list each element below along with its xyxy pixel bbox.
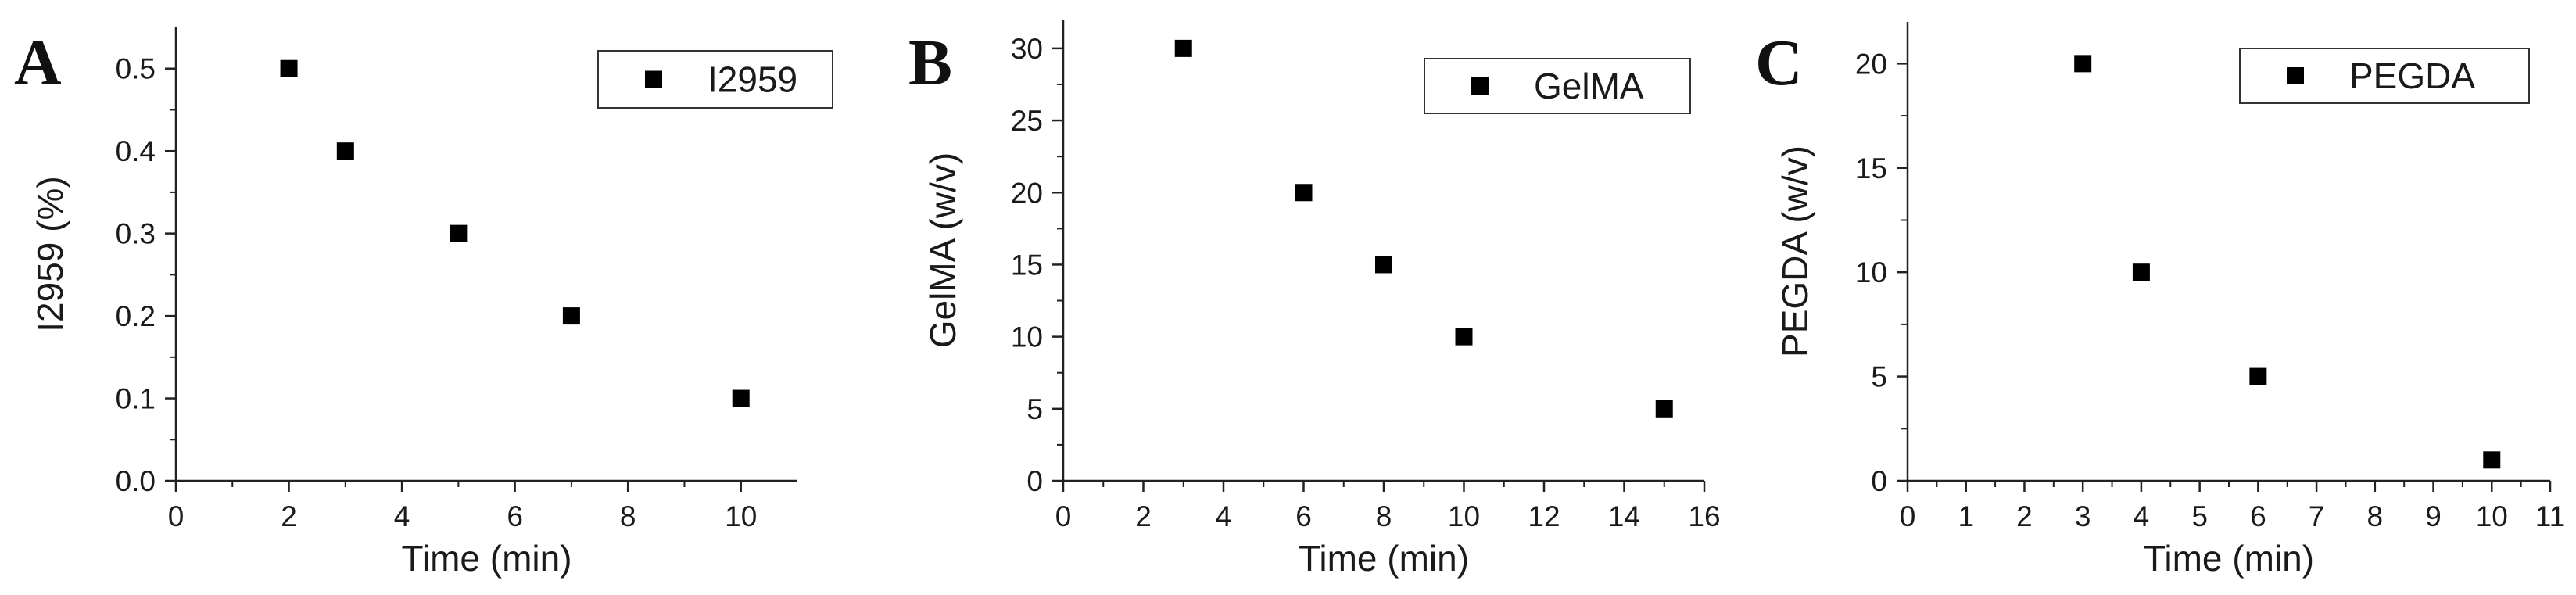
data-point (732, 389, 750, 407)
y-tick-label: 0 (1026, 465, 1043, 497)
x-tick-label: 8 (1376, 500, 1392, 532)
data-point (280, 59, 298, 77)
y-axis-label: I2959 (%) (30, 176, 70, 332)
x-tick-label: 2 (2016, 500, 2033, 532)
x-axis-label: Time (min) (401, 538, 571, 579)
y-tick-label: 0.4 (116, 135, 156, 167)
data-point (1295, 184, 1313, 202)
y-tick-label: 0.2 (116, 300, 156, 332)
legend-marker (1471, 77, 1489, 95)
x-tick-label: 10 (1448, 500, 1480, 532)
data-point (562, 307, 580, 325)
legend-marker (645, 70, 662, 88)
chart-panel-c: C 0 1 2 3 4 5 6 7 8 9 10 11 0 5 10 15 20 Time (min) PEGDA (… (1755, 22, 2565, 579)
y-tick-label: 25 (1011, 105, 1043, 137)
x-tick-label: 12 (1528, 500, 1560, 532)
panel-letter: C (1755, 27, 1803, 99)
x-tick-label: 8 (2367, 500, 2384, 532)
legend-label: I2959 (708, 59, 797, 100)
x-tick-label: 7 (2309, 500, 2325, 532)
x-axis-label: Time (min) (2144, 538, 2314, 579)
data-point (2483, 451, 2501, 469)
x-tick-label: 0 (1055, 500, 1072, 532)
y-axis-label: GelMA (w/v) (923, 152, 963, 348)
x-tick-label: 10 (725, 500, 757, 532)
data-point (2074, 55, 2092, 73)
y-tick-label: 30 (1011, 33, 1043, 65)
data-point (450, 224, 468, 242)
y-tick-label: 15 (1011, 249, 1043, 281)
x-tick-label: 14 (1608, 500, 1640, 532)
x-tick-label: 10 (2476, 500, 2508, 532)
x-tick-label: 6 (2250, 500, 2266, 532)
y-tick-label: 20 (1011, 177, 1043, 209)
x-tick-label: 2 (281, 500, 297, 532)
data-point (1375, 256, 1392, 274)
data-point (1174, 39, 1192, 57)
y-tick-label: 10 (1011, 321, 1043, 353)
x-tick-label: 9 (2425, 500, 2442, 532)
y-tick-label: 0 (1871, 465, 1887, 497)
y-tick-label: 5 (1871, 361, 1887, 393)
panel-letter: B (908, 27, 952, 99)
y-tick-label: 15 (1855, 152, 1887, 185)
legend-label: PEGDA (2349, 56, 2475, 96)
x-tick-label: 3 (2075, 500, 2091, 532)
data-point (2249, 367, 2267, 385)
x-tick-label: 1 (1958, 500, 1974, 532)
y-tick-label: 0.0 (116, 465, 156, 497)
x-tick-label: 0 (168, 500, 185, 532)
x-tick-label: 5 (2191, 500, 2208, 532)
legend-marker (2287, 67, 2304, 84)
legend-label: GelMA (1534, 66, 1644, 106)
x-tick-label: 16 (1688, 500, 1720, 532)
x-tick-label: 4 (394, 500, 410, 532)
y-tick-label: 5 (1026, 393, 1043, 425)
y-tick-label: 0.3 (116, 218, 156, 250)
x-tick-label: 0 (1900, 500, 1916, 532)
data-point (2132, 263, 2150, 281)
y-tick-label: 20 (1855, 48, 1887, 80)
data-point (336, 142, 354, 160)
data-point (1655, 400, 1673, 418)
x-axis-label: Time (min) (1299, 538, 1469, 579)
x-tick-label: 2 (1135, 500, 1152, 532)
x-tick-label: 11 (2535, 500, 2565, 532)
x-tick-label: 4 (1216, 500, 1232, 532)
x-tick-label: 8 (620, 500, 636, 532)
legend-box (1424, 58, 1691, 114)
data-point (1455, 328, 1473, 346)
y-tick-label: 10 (1855, 256, 1887, 289)
panel-letter: A (14, 27, 62, 99)
legend-box (597, 50, 833, 109)
chart-panel-b: B 0 2 4 6 8 10 12 14 16 0 5 10 15 20 25 30 Time (min) GelM… (908, 20, 1721, 579)
y-tick-label: 0.5 (116, 53, 156, 85)
y-tick-label: 0.1 (116, 383, 156, 415)
x-tick-label: 6 (1295, 500, 1312, 532)
chart-panel-a: A 0 2 4 6 8 10 0.0 0.1 0.2 0.3 0.4 0.5 Time (min) I295… (14, 27, 833, 579)
x-tick-label: 4 (2134, 500, 2150, 532)
x-tick-label: 6 (507, 500, 523, 532)
y-axis-label: PEGDA (w/v) (1775, 145, 1815, 357)
